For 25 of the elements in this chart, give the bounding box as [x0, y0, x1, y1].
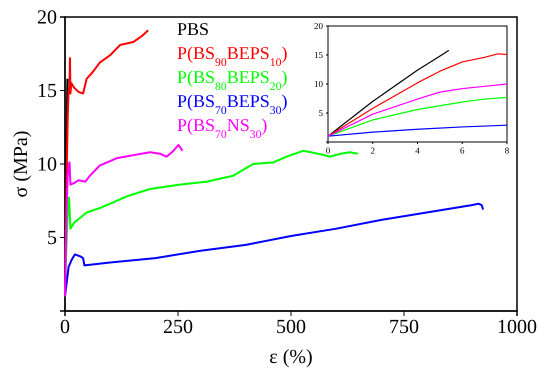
y-tick-label: 20	[37, 6, 57, 28]
text: P(BS$_{80}$BEPS$_{20}$)	[177, 67, 288, 92]
y-tick-label: 10	[314, 78, 324, 89]
y-tick-label: 5	[318, 108, 324, 118]
series-label: P(BS$_{90}$BEPS$_{10}$)	[177, 43, 288, 68]
x-tick-label: 8	[504, 145, 510, 156]
text: PBS	[177, 19, 210, 39]
x-tick-label: 2	[370, 145, 375, 156]
series-label: P(BS$_{70}$NS$_{30}$)	[177, 115, 268, 140]
y-tick-label: 5	[47, 226, 57, 249]
x-tick-label: 750	[389, 316, 419, 338]
x-tick-label: 6	[460, 145, 465, 156]
y-axis-title: σ (MPa)	[10, 130, 32, 198]
x-tick-label: 250	[163, 316, 193, 338]
x-tick-label: 0	[60, 316, 70, 338]
x-axis-title: ε (%)	[269, 346, 313, 368]
text: P(BS$_{70}$BEPS$_{30}$)	[177, 91, 288, 116]
y-tick-label: 15	[37, 80, 57, 102]
x-tick-label: 0	[326, 145, 331, 156]
y-tick-label: 10	[37, 153, 57, 176]
y-tick-label: 20	[314, 20, 324, 31]
x-tick-label: 4	[415, 145, 420, 156]
x-tick-label: 500	[276, 316, 306, 338]
x-tick-label: 1000	[497, 316, 537, 338]
y-tick-label: 15	[314, 50, 324, 60]
